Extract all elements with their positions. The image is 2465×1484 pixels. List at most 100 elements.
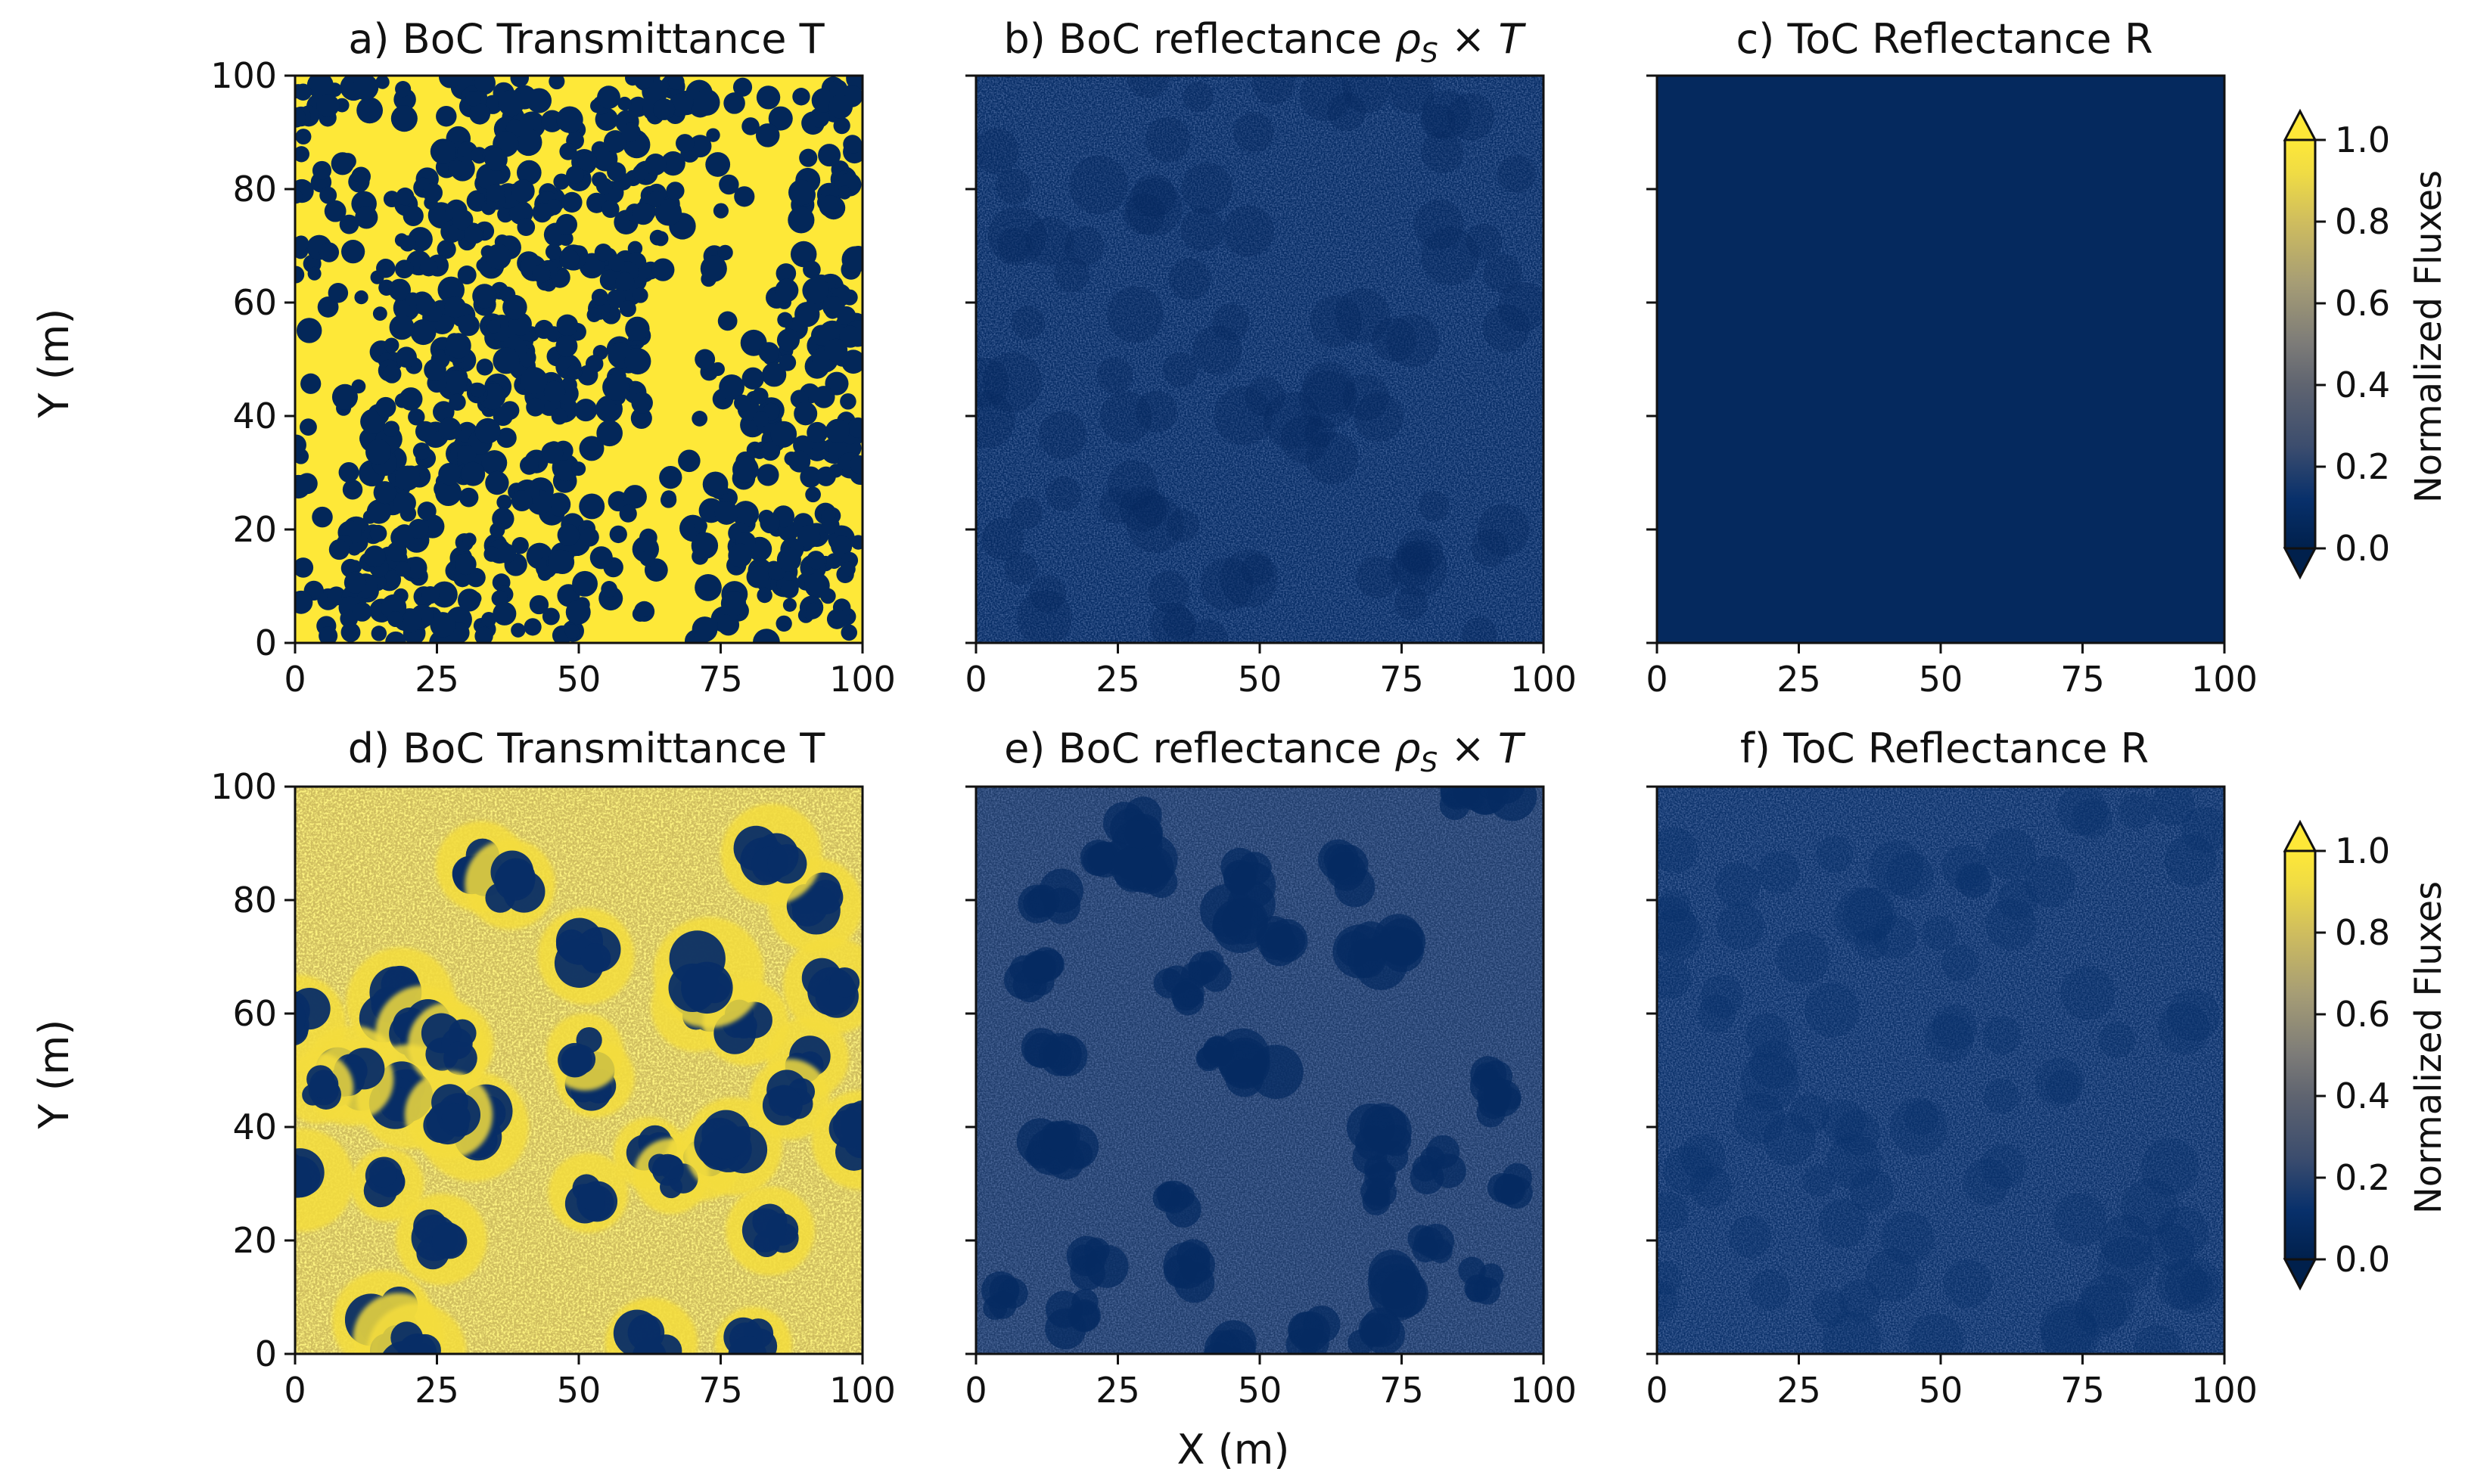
- tree-crown: [692, 411, 708, 427]
- tree-crown: [529, 595, 549, 615]
- tree-crown: [589, 546, 613, 570]
- tree-crown: [1152, 1180, 1201, 1228]
- tree-crown: [410, 318, 437, 346]
- colorbar-tick-label: 0.0: [2335, 1239, 2390, 1280]
- tree-crown: [1657, 889, 1691, 923]
- tree-crown: [486, 319, 501, 334]
- tree-crown: [586, 307, 601, 322]
- tree-crown: [2024, 856, 2076, 908]
- tree-crown: [1680, 1134, 1726, 1180]
- tree-crown: [792, 88, 810, 106]
- colorbars: 0.0 0.2 0.4 0.6 0.8 1.0 0.0 0.2 0.4 0.6 0.8 1.0: [2283, 108, 2390, 1291]
- tree-crown: [1822, 1311, 1882, 1354]
- tree-crown: [405, 556, 427, 579]
- tree-crown: [1498, 281, 1543, 331]
- tree-crown: [997, 227, 1032, 262]
- tree-crown: [713, 203, 729, 219]
- tree-crown: [537, 908, 635, 1005]
- tree-crown: [490, 522, 505, 539]
- tree-crown: [762, 362, 787, 387]
- tree-crown: [1904, 1101, 1939, 1135]
- x-tick-label: 100: [829, 659, 896, 700]
- tree-crown: [567, 364, 583, 380]
- tree-crown: [307, 266, 322, 281]
- tree-crown: [768, 106, 793, 131]
- tree-crown: [2157, 1002, 2210, 1055]
- panel-c: [1655, 74, 2226, 644]
- tree-crown: [2034, 1057, 2084, 1107]
- tree-crown: [2164, 834, 2217, 887]
- tree-crown: [753, 629, 780, 643]
- tree-crown: [615, 272, 635, 291]
- tree-crown: [486, 184, 505, 203]
- tree-crown: [408, 1001, 494, 1088]
- tree-crown: [415, 296, 437, 316]
- colorbar-extend-max: [2283, 108, 2317, 141]
- tree-crown: [511, 536, 529, 554]
- tree-crown: [312, 506, 333, 528]
- tree-crown: [833, 116, 850, 135]
- tree-crown: [605, 1297, 698, 1354]
- x-tick-label: 50: [1238, 1370, 1282, 1411]
- tree-crown: [457, 265, 477, 284]
- tree-crown: [1477, 503, 1530, 557]
- colorbar-tick-label: 0.2: [2335, 446, 2390, 487]
- tree-crown: [385, 631, 406, 643]
- tree-crown: [1955, 862, 1991, 899]
- colorbar-extend-max: [2283, 819, 2317, 852]
- colorbar-tick-label: 1.0: [2335, 830, 2390, 871]
- tree-crown: [776, 615, 792, 632]
- tree-crown: [1127, 76, 1170, 98]
- tree-crown: [2134, 1324, 2182, 1354]
- colorbar-tick-label: 0.0: [2335, 528, 2390, 569]
- x-tick-label: 75: [2060, 659, 2105, 700]
- tree-crown: [300, 373, 322, 394]
- tree-crown: [1881, 1211, 1935, 1265]
- tree-crown: [639, 603, 653, 617]
- tree-crown: [1410, 1135, 1466, 1194]
- tree-crown: [1482, 304, 1531, 352]
- tree-crown: [343, 571, 367, 594]
- tree-crown: [572, 570, 598, 597]
- tree-crown: [777, 312, 793, 328]
- tree-crown: [1163, 607, 1196, 640]
- tree-crown: [649, 229, 666, 246]
- tree-crown: [807, 421, 828, 444]
- tree-crown: [496, 543, 517, 563]
- tree-crown: [476, 359, 493, 376]
- tree-crown: [632, 202, 654, 225]
- tree-crown: [295, 1052, 354, 1124]
- tree-crown: [521, 367, 548, 394]
- tree-crown: [577, 151, 597, 172]
- x-tick-label: 25: [1776, 659, 1821, 700]
- tree-crown: [396, 346, 417, 368]
- tree-crown: [621, 123, 641, 142]
- x-tick-label: 50: [557, 1370, 601, 1411]
- tree-crown: [706, 128, 720, 142]
- panel-title-e: e) BoC reflectance ρS × T: [1004, 725, 1526, 778]
- tree-crown: [770, 421, 797, 448]
- colorbar: 0.0 0.2 0.4 0.6 0.8 1.0: [2283, 108, 2390, 580]
- tree-crown: [1304, 416, 1336, 448]
- tree-crown: [415, 421, 437, 442]
- tree-crown: [720, 591, 747, 616]
- tree-crown: [493, 347, 520, 374]
- tree-crown: [566, 166, 584, 184]
- tree-crown: [564, 624, 580, 639]
- tree-crown: [1356, 556, 1399, 599]
- tree-crown: [788, 206, 815, 234]
- tree-crown: [779, 354, 797, 371]
- tree-crown: [1212, 303, 1250, 341]
- tree-crown: [348, 171, 370, 193]
- tree-crown: [498, 89, 524, 116]
- colorbar-tick-label: 0.4: [2335, 365, 2390, 405]
- tree-crown: [1717, 902, 1765, 951]
- tree-crown: [757, 464, 779, 486]
- y-tick-label: 100: [210, 766, 277, 807]
- tree-crown: [695, 349, 716, 370]
- tree-crown: [496, 427, 517, 449]
- tree-crown: [653, 98, 676, 120]
- tree-crown: [723, 92, 745, 114]
- tree-crown: [465, 91, 481, 107]
